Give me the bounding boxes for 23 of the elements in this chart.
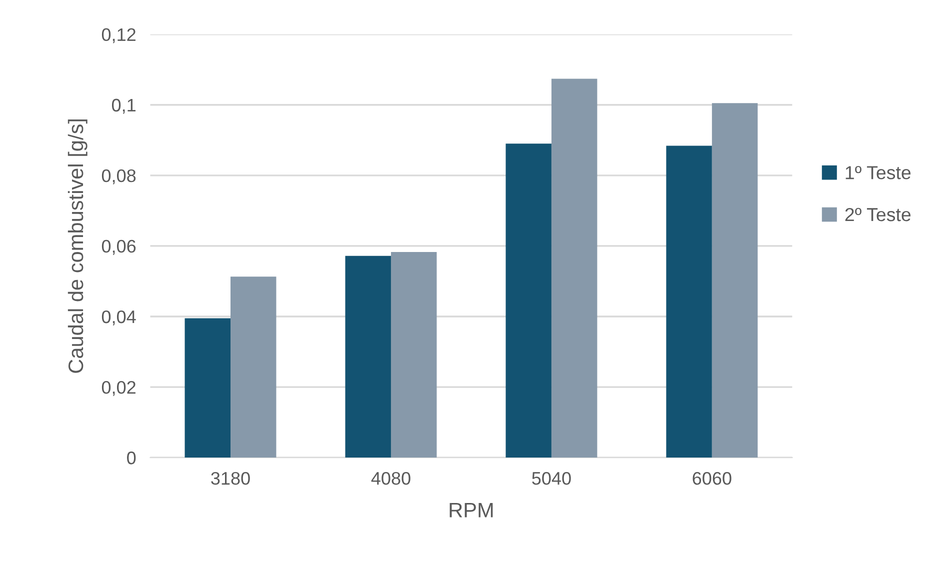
bar xyxy=(506,144,552,458)
legend-label: 1º Teste xyxy=(846,166,911,180)
bar xyxy=(551,78,598,458)
bar xyxy=(390,252,437,458)
y-tick-label: 0,12 xyxy=(102,28,136,44)
y-tick-label: 0,02 xyxy=(102,380,136,396)
y-tick-label: 0,08 xyxy=(102,169,136,184)
x-tick-label: 3180 xyxy=(211,472,250,485)
y-tick-label: 0,04 xyxy=(102,310,136,326)
bar xyxy=(230,276,276,458)
bar xyxy=(184,318,230,458)
y-tick-label: 0,1 xyxy=(112,98,136,114)
legend-label: 2º Teste xyxy=(845,208,911,222)
bar xyxy=(345,256,391,458)
x-tick-label: 5040 xyxy=(532,472,571,485)
y-axis-title: Caudal de combustivel [g/s] xyxy=(68,119,88,373)
bar xyxy=(666,146,712,458)
x-tick-label: 6060 xyxy=(692,472,732,485)
x-axis-title: RPM xyxy=(450,502,493,518)
x-tick-label: 4080 xyxy=(371,472,410,485)
bar xyxy=(712,103,758,458)
y-tick-label: 0 xyxy=(127,452,136,464)
y-tick-label: 0,06 xyxy=(102,240,136,255)
